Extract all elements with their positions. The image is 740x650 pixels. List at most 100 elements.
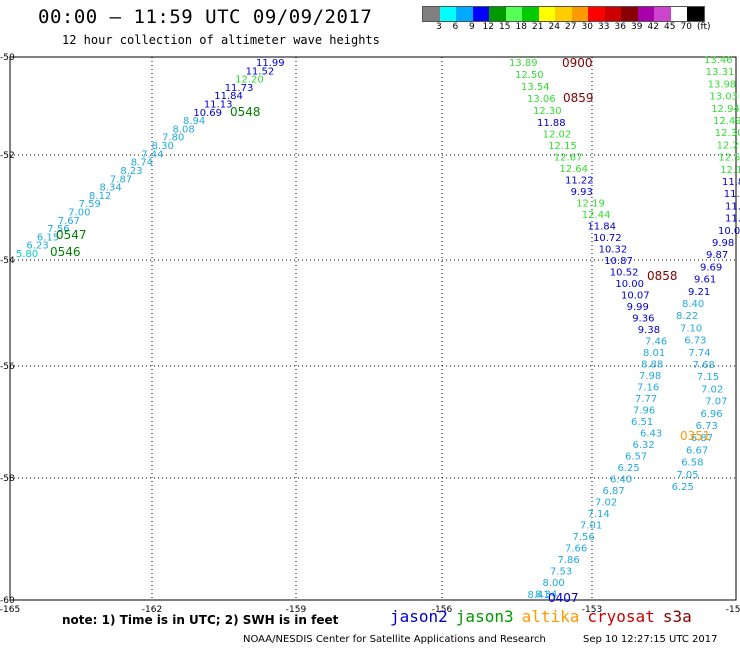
legend-swatch [522, 7, 539, 21]
track-a-value: 7.59 [79, 199, 101, 210]
track-a-value: 7.44 [141, 149, 163, 160]
track-a-value: 12.20 [235, 75, 264, 86]
track-a-value: 8.74 [131, 158, 153, 169]
satellite-name: jason3 [455, 607, 514, 626]
track-b-value: 7.02 [595, 498, 617, 509]
track-c-value: 13.46 [704, 55, 733, 66]
track-a-value: 8.34 [99, 183, 121, 194]
track-c-value: 6.73 [696, 421, 718, 432]
track-c-value: 9.61 [694, 275, 716, 286]
track-b-value: 12.50 [515, 70, 544, 81]
legend-swatch [456, 7, 473, 21]
track-a-value: 8.30 [152, 141, 174, 152]
track-a-value: 10.69 [193, 108, 222, 119]
legend-value: 24 [548, 22, 560, 32]
track-b-value: 12.02 [543, 130, 572, 141]
legend-swatch [571, 7, 588, 21]
legend-value: 12 [482, 22, 494, 32]
legend-swatch [604, 7, 621, 21]
track-b-value: 6.57 [625, 452, 647, 463]
track-a-value: 5.80 [16, 249, 38, 260]
track-c-value: 12.59 [718, 153, 740, 164]
track-b-value: 10.52 [610, 268, 639, 279]
track-b-value: 6.40 [610, 475, 632, 486]
satellite-name: cryosat [587, 607, 655, 626]
track-c-value: 6.73 [684, 336, 706, 347]
track-b-value: 10.87 [604, 256, 633, 267]
pass-time-label: 0548 [230, 105, 261, 119]
track-c-value: 9.87 [706, 250, 728, 261]
track-b-value: 11.22 [565, 176, 594, 187]
track-c-value: 7.15 [697, 372, 719, 383]
legend-swatch [505, 7, 522, 21]
legend-value: 33 [598, 22, 610, 32]
satellite-name: altika [521, 607, 580, 626]
track-c-value: 7.02 [701, 384, 723, 395]
track-a-value: 11.13 [204, 100, 233, 111]
legend-value: 3 [436, 22, 442, 32]
longitude-tick-label: -156 [432, 605, 453, 615]
legend-swatch [423, 7, 440, 21]
track-b-value: 8.01 [643, 348, 665, 359]
track-b-value: 9.38 [638, 325, 660, 336]
track-b-value: 7.14 [588, 509, 610, 520]
track-a-value: 11.52 [246, 66, 275, 77]
track-a-value: 7.56 [47, 224, 69, 235]
pass-time-label: 0547 [56, 228, 87, 242]
track-b-value: 12.15 [548, 141, 577, 152]
track-c-value: 11.00 [725, 214, 740, 225]
track-b-value: 7.53 [550, 567, 572, 578]
legend-value: 21 [532, 22, 544, 32]
track-a-value: 11.73 [225, 83, 254, 94]
track-b-value: 10.00 [615, 279, 644, 290]
track-c-value: 8.40 [682, 299, 704, 310]
track-a-value: 7.87 [110, 174, 132, 185]
track-c-value: 13.98 [708, 79, 737, 90]
map-frame [9, 56, 737, 601]
track-c-value: 7.07 [705, 397, 727, 408]
longitude-tick-label: -162 [142, 605, 162, 615]
satellite-name: s3a [662, 607, 692, 626]
legend-value: 6 [452, 22, 459, 32]
track-b-value: 7.01 [580, 521, 602, 532]
track-c-value: 9.98 [712, 238, 734, 249]
track-b-value: 12.67 [554, 153, 583, 164]
map-grid [10, 57, 736, 600]
track-b-value: 12.44 [582, 210, 611, 221]
longitude-tick-label: -153 [582, 605, 602, 615]
track-b-value: 8.34 [535, 590, 557, 601]
track-b-value: 7.46 [645, 337, 667, 348]
axis-ticks: -50 -52 -54 -56 -58 -60-165 -162 -159 -156 -153 -1… [0, 53, 740, 615]
track-c-value: 12.12 [720, 165, 740, 176]
generated-timestamp: Sep 10 12:27:15 UTC 2017 [583, 634, 718, 645]
track-b-value: 9.93 [571, 187, 593, 198]
track-b-value: 6.25 [618, 463, 640, 474]
track-b-value: 8.88 [641, 360, 663, 371]
track-b-value: 6.87 [603, 486, 625, 497]
track-c-value: 6.58 [681, 458, 703, 469]
legend-value: 36 [614, 22, 626, 32]
track-b-value: 7.86 [558, 555, 580, 566]
track-c-value: 6.96 [700, 409, 722, 420]
track-b-value: 7.66 [565, 544, 587, 555]
legend-swatch [555, 7, 572, 21]
legend-swatch [588, 7, 605, 21]
track-b-value: 8.00 [543, 578, 565, 589]
legend-unit: (ft) [697, 22, 711, 32]
latitude-tick-label: -50 [0, 53, 15, 63]
track-a-value: 7.00 [68, 207, 90, 218]
track-b-value: 6.43 [640, 429, 662, 440]
track-b-value: 11.84 [587, 222, 616, 233]
longitude-tick-label: -165 [0, 605, 20, 615]
track-b-value: 12.19 [576, 199, 605, 210]
track-b-value: 10.72 [593, 233, 622, 244]
satellite-legend: jason2 jason3 altika cryosat s3a [390, 607, 700, 626]
track-c-value: 9.21 [688, 287, 710, 298]
track-c-value: 13.03 [709, 92, 738, 103]
legend-value: 18 [515, 22, 527, 32]
legend-value: 45 [664, 22, 676, 32]
track-b-value: 9.99 [627, 302, 649, 313]
track-b-value: 12.64 [559, 164, 588, 175]
track-c-value: 11.72 [724, 189, 740, 200]
